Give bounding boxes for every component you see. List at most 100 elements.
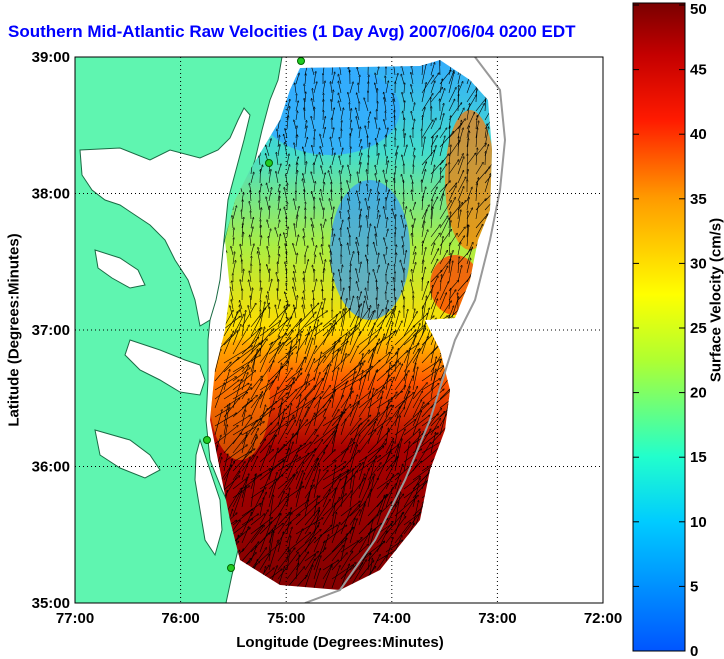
velocity-vector: [302, 297, 306, 310]
velocity-vector: [268, 229, 271, 238]
velocity-vector: [393, 93, 396, 103]
velocity-vector: [358, 328, 381, 346]
velocity-vector: [269, 269, 270, 283]
velocity-vector: [313, 71, 316, 85]
velocity-vector: [277, 330, 293, 355]
velocity-vector: [364, 98, 369, 112]
velocity-vector: [466, 103, 470, 121]
velocity-vector: [402, 155, 405, 166]
velocity-vector: [322, 268, 324, 283]
velocity-vector: [403, 145, 407, 157]
velocity-vector: [277, 220, 280, 229]
velocity-vector: [311, 218, 315, 229]
velocity-vector: [332, 148, 333, 157]
velocity-vector: [430, 118, 436, 130]
velocity-vector: [304, 126, 307, 139]
velocity-vector: [403, 133, 405, 148]
velocity-vector: [448, 72, 454, 94]
velocity-vector: [466, 197, 469, 211]
velocity-vector: [356, 108, 360, 121]
velocity-vector: [403, 309, 408, 328]
velocity-vector: [394, 311, 400, 328]
velocity-vector: [430, 207, 433, 229]
velocity-vector: [430, 73, 439, 85]
velocity-vector: [376, 128, 380, 139]
station-marker: [227, 564, 235, 572]
velocity-vector: [403, 311, 417, 337]
velocity-vector: [476, 183, 477, 202]
velocity-vector: [358, 214, 360, 229]
velocity-vector: [286, 283, 287, 292]
velocity-vector: [232, 325, 249, 355]
velocity-vector: [347, 180, 351, 193]
velocity-vector: [376, 192, 379, 202]
velocity-vector: [404, 101, 405, 112]
velocity-vector: [385, 282, 388, 292]
velocity-vector: [276, 171, 279, 184]
velocity-vector: [376, 334, 385, 355]
x-tick-label: 73:00: [478, 610, 516, 627]
velocity-vector: [295, 83, 297, 94]
velocity-vector: [449, 126, 450, 148]
velocity-vector: [304, 162, 307, 175]
velocity-vector: [214, 349, 221, 373]
velocity-vector: [340, 170, 342, 184]
velocity-vector: [448, 183, 457, 193]
velocity-vector: [430, 136, 433, 157]
velocity-vector: [457, 177, 466, 193]
y-tick-label: 36:00: [32, 459, 70, 476]
velocity-vector: [331, 279, 333, 292]
velocity-vector: [349, 316, 358, 346]
velocity-vector: [349, 332, 361, 355]
velocity-vector: [356, 237, 360, 247]
velocity-vector: [358, 146, 362, 157]
velocity-vector: [331, 286, 333, 301]
velocity-vector: [295, 357, 305, 382]
velocity-vector: [421, 196, 423, 211]
velocity-vector: [250, 355, 256, 382]
station-marker: [203, 436, 211, 444]
velocity-vector: [412, 348, 420, 373]
velocity-vector: [295, 235, 299, 247]
velocity-vector: [223, 357, 239, 373]
velocity-vector: [421, 359, 441, 373]
velocity-vector: [476, 85, 477, 103]
velocity-vector: [232, 215, 234, 229]
velocity-vector: [322, 81, 325, 94]
velocity-vector: [475, 148, 477, 166]
velocity-vector: [475, 224, 483, 238]
velocity-vector: [340, 148, 343, 157]
velocity-vector: [457, 200, 466, 211]
velocity-vector: [457, 108, 464, 121]
velocity-vector: [322, 219, 326, 229]
velocity-vector: [313, 82, 317, 94]
velocity-vector: [293, 278, 297, 292]
velocity-vector: [322, 116, 325, 130]
velocity-vector: [232, 314, 244, 337]
velocity-vector: [286, 116, 288, 130]
velocity-vector: [305, 74, 306, 85]
velocity-vector: [403, 180, 404, 193]
velocity-vector: [466, 138, 468, 157]
velocity-vector: [286, 369, 302, 382]
velocity-vector: [241, 269, 244, 283]
velocity-vector: [322, 173, 325, 184]
velocity-vector: [439, 250, 448, 265]
velocity-vector: [321, 189, 324, 202]
velocity-vector: [322, 289, 323, 301]
velocity-vector: [376, 309, 389, 337]
velocity-vector: [365, 288, 369, 301]
velocity-vector: [303, 278, 306, 292]
velocity-vector: [349, 286, 350, 301]
velocity-vector: [259, 156, 260, 166]
velocity-vector: [439, 131, 454, 148]
velocity-vector: [286, 339, 300, 355]
x-tick-labels: 77:00 76:00 75:00 74:00 73:00 72:00: [56, 610, 622, 627]
velocity-vector: [395, 128, 396, 139]
velocity-vector: [331, 372, 356, 391]
velocity-vector: [231, 246, 234, 256]
velocity-vector: [295, 378, 315, 391]
velocity-vector: [384, 207, 387, 220]
velocity-vector: [385, 81, 388, 94]
velocity-vector: [421, 296, 427, 328]
